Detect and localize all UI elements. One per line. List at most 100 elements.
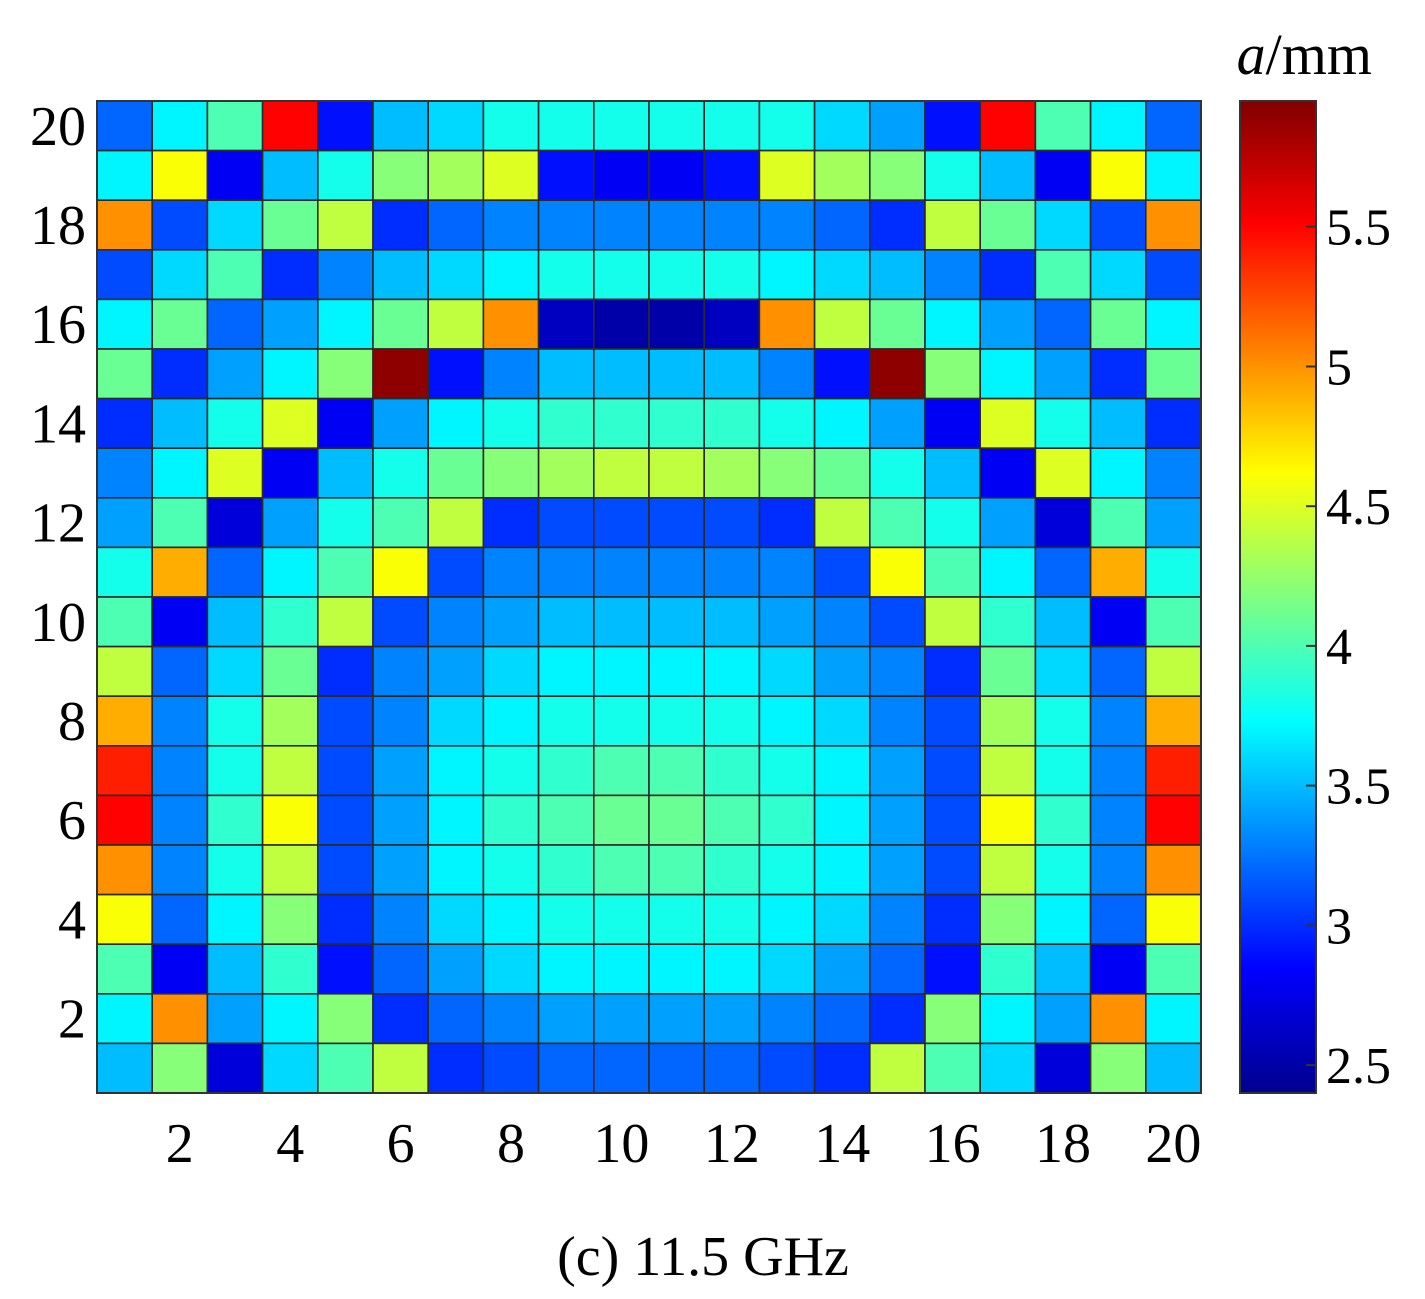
heatmap-cell: [703, 447, 761, 499]
heatmap-cell: [924, 149, 982, 202]
heatmap-cell: [151, 546, 209, 598]
heatmap-cell: [537, 149, 595, 202]
heatmap-cell: [979, 744, 1037, 797]
heatmap-cell: [868, 397, 926, 450]
heatmap-cell: [261, 1042, 319, 1094]
heatmap-cell: [648, 546, 706, 598]
heatmap-cell: [592, 149, 650, 202]
heatmap-cell: [151, 844, 209, 896]
heatmap-cell: [427, 298, 485, 350]
heatmap-cell: [1089, 893, 1147, 945]
heatmap-cell: [427, 943, 485, 995]
heatmap-cell: [979, 496, 1037, 549]
heatmap-cell: [1145, 1042, 1202, 1094]
heatmap-cell: [537, 794, 595, 846]
heatmap-cell: [703, 100, 761, 152]
heatmap-cell: [427, 546, 485, 598]
heatmap-cell: [648, 1042, 706, 1094]
heatmap-cell: [96, 496, 154, 549]
heatmap-cell: [1034, 447, 1092, 499]
heatmap-cell: [261, 992, 319, 1045]
heatmap-cell: [427, 695, 485, 747]
heatmap-cell: [703, 496, 761, 549]
heatmap-cell: [427, 596, 485, 648]
heatmap-cell: [316, 546, 374, 598]
heatmap-cell: [592, 844, 650, 896]
heatmap-cell: [482, 893, 540, 945]
heatmap-cell: [592, 992, 650, 1045]
heatmap-cell: [1089, 149, 1147, 202]
heatmap-cell: [1145, 546, 1202, 598]
heatmap-cell: [592, 645, 650, 697]
heatmap-cell: [206, 348, 264, 400]
heatmap-cell: [924, 199, 982, 251]
heatmap-cell: [372, 695, 430, 747]
x-tick-label: 20: [1145, 1113, 1201, 1175]
heatmap-cell: [1089, 496, 1147, 549]
heatmap-cell: [316, 992, 374, 1045]
heatmap-cell: [372, 943, 430, 995]
y-tick-label: 18: [30, 195, 86, 257]
heatmap-cell: [979, 397, 1037, 450]
heatmap-cell: [758, 1042, 816, 1094]
x-tick-label: 8: [497, 1113, 525, 1175]
heatmap-cell: [1034, 695, 1092, 747]
x-tick-label: 12: [704, 1113, 760, 1175]
heatmap-cell: [758, 348, 816, 400]
heatmap-cell: [979, 1042, 1037, 1094]
y-tick-label: 16: [30, 294, 86, 356]
heatmap-cell: [1089, 695, 1147, 747]
heatmap-cell: [1089, 100, 1147, 152]
colorbar-unit-text: /mm: [1266, 22, 1372, 87]
heatmap-cell: [206, 149, 264, 202]
colorbar-tick-label: 5.5: [1326, 200, 1391, 257]
heatmap-cell: [979, 794, 1037, 846]
y-tick-label: 12: [30, 493, 86, 555]
heatmap-cell: [813, 596, 871, 648]
heatmap-cell: [482, 149, 540, 202]
heatmap-cell: [1089, 744, 1147, 797]
heatmap-cell: [261, 100, 319, 152]
heatmap-cell: [1089, 199, 1147, 251]
heatmap-cell: [261, 149, 319, 202]
heatmap-cell: [1034, 596, 1092, 648]
heatmap-cell: [151, 447, 209, 499]
heatmap-cell: [482, 348, 540, 400]
heatmap-cell: [261, 298, 319, 350]
heatmap-cell: [316, 149, 374, 202]
heatmap-cell: [316, 100, 374, 152]
heatmap-cell: [813, 496, 871, 549]
heatmap-cell: [206, 943, 264, 995]
heatmap-cell: [703, 992, 761, 1045]
heatmap-cell: [206, 546, 264, 598]
heatmap-cell: [868, 199, 926, 251]
heatmap-cell: [924, 249, 982, 301]
heatmap-cell: [758, 992, 816, 1045]
heatmap-cell: [1034, 100, 1092, 152]
heatmap-cell: [537, 645, 595, 697]
heatmap-cell: [979, 249, 1037, 301]
heatmap-cell: [482, 645, 540, 697]
colorbar-unit-label: a/mm: [1237, 22, 1372, 87]
heatmap-cell: [703, 546, 761, 598]
y-tick-label: 6: [58, 790, 86, 852]
heatmap-cell: [924, 546, 982, 598]
heatmap-cell: [924, 348, 982, 400]
heatmap-cell: [758, 546, 816, 598]
heatmap-cell: [1145, 992, 1202, 1045]
heatmap-cell: [1145, 298, 1202, 350]
heatmap-cell: [1145, 794, 1202, 846]
heatmap-cell: [1034, 893, 1092, 945]
heatmap-cell: [372, 893, 430, 945]
heatmap-cell: [1089, 546, 1147, 598]
heatmap-cell: [1145, 943, 1202, 995]
heatmap-cell: [427, 149, 485, 202]
heatmap-cell: [1089, 645, 1147, 697]
heatmap-cell: [151, 496, 209, 549]
colorbar-unit-symbol: a: [1237, 22, 1266, 87]
heatmap-cell: [96, 844, 154, 896]
heatmap-cell: [868, 496, 926, 549]
heatmap-cell: [979, 992, 1037, 1045]
heatmap-cell: [372, 149, 430, 202]
